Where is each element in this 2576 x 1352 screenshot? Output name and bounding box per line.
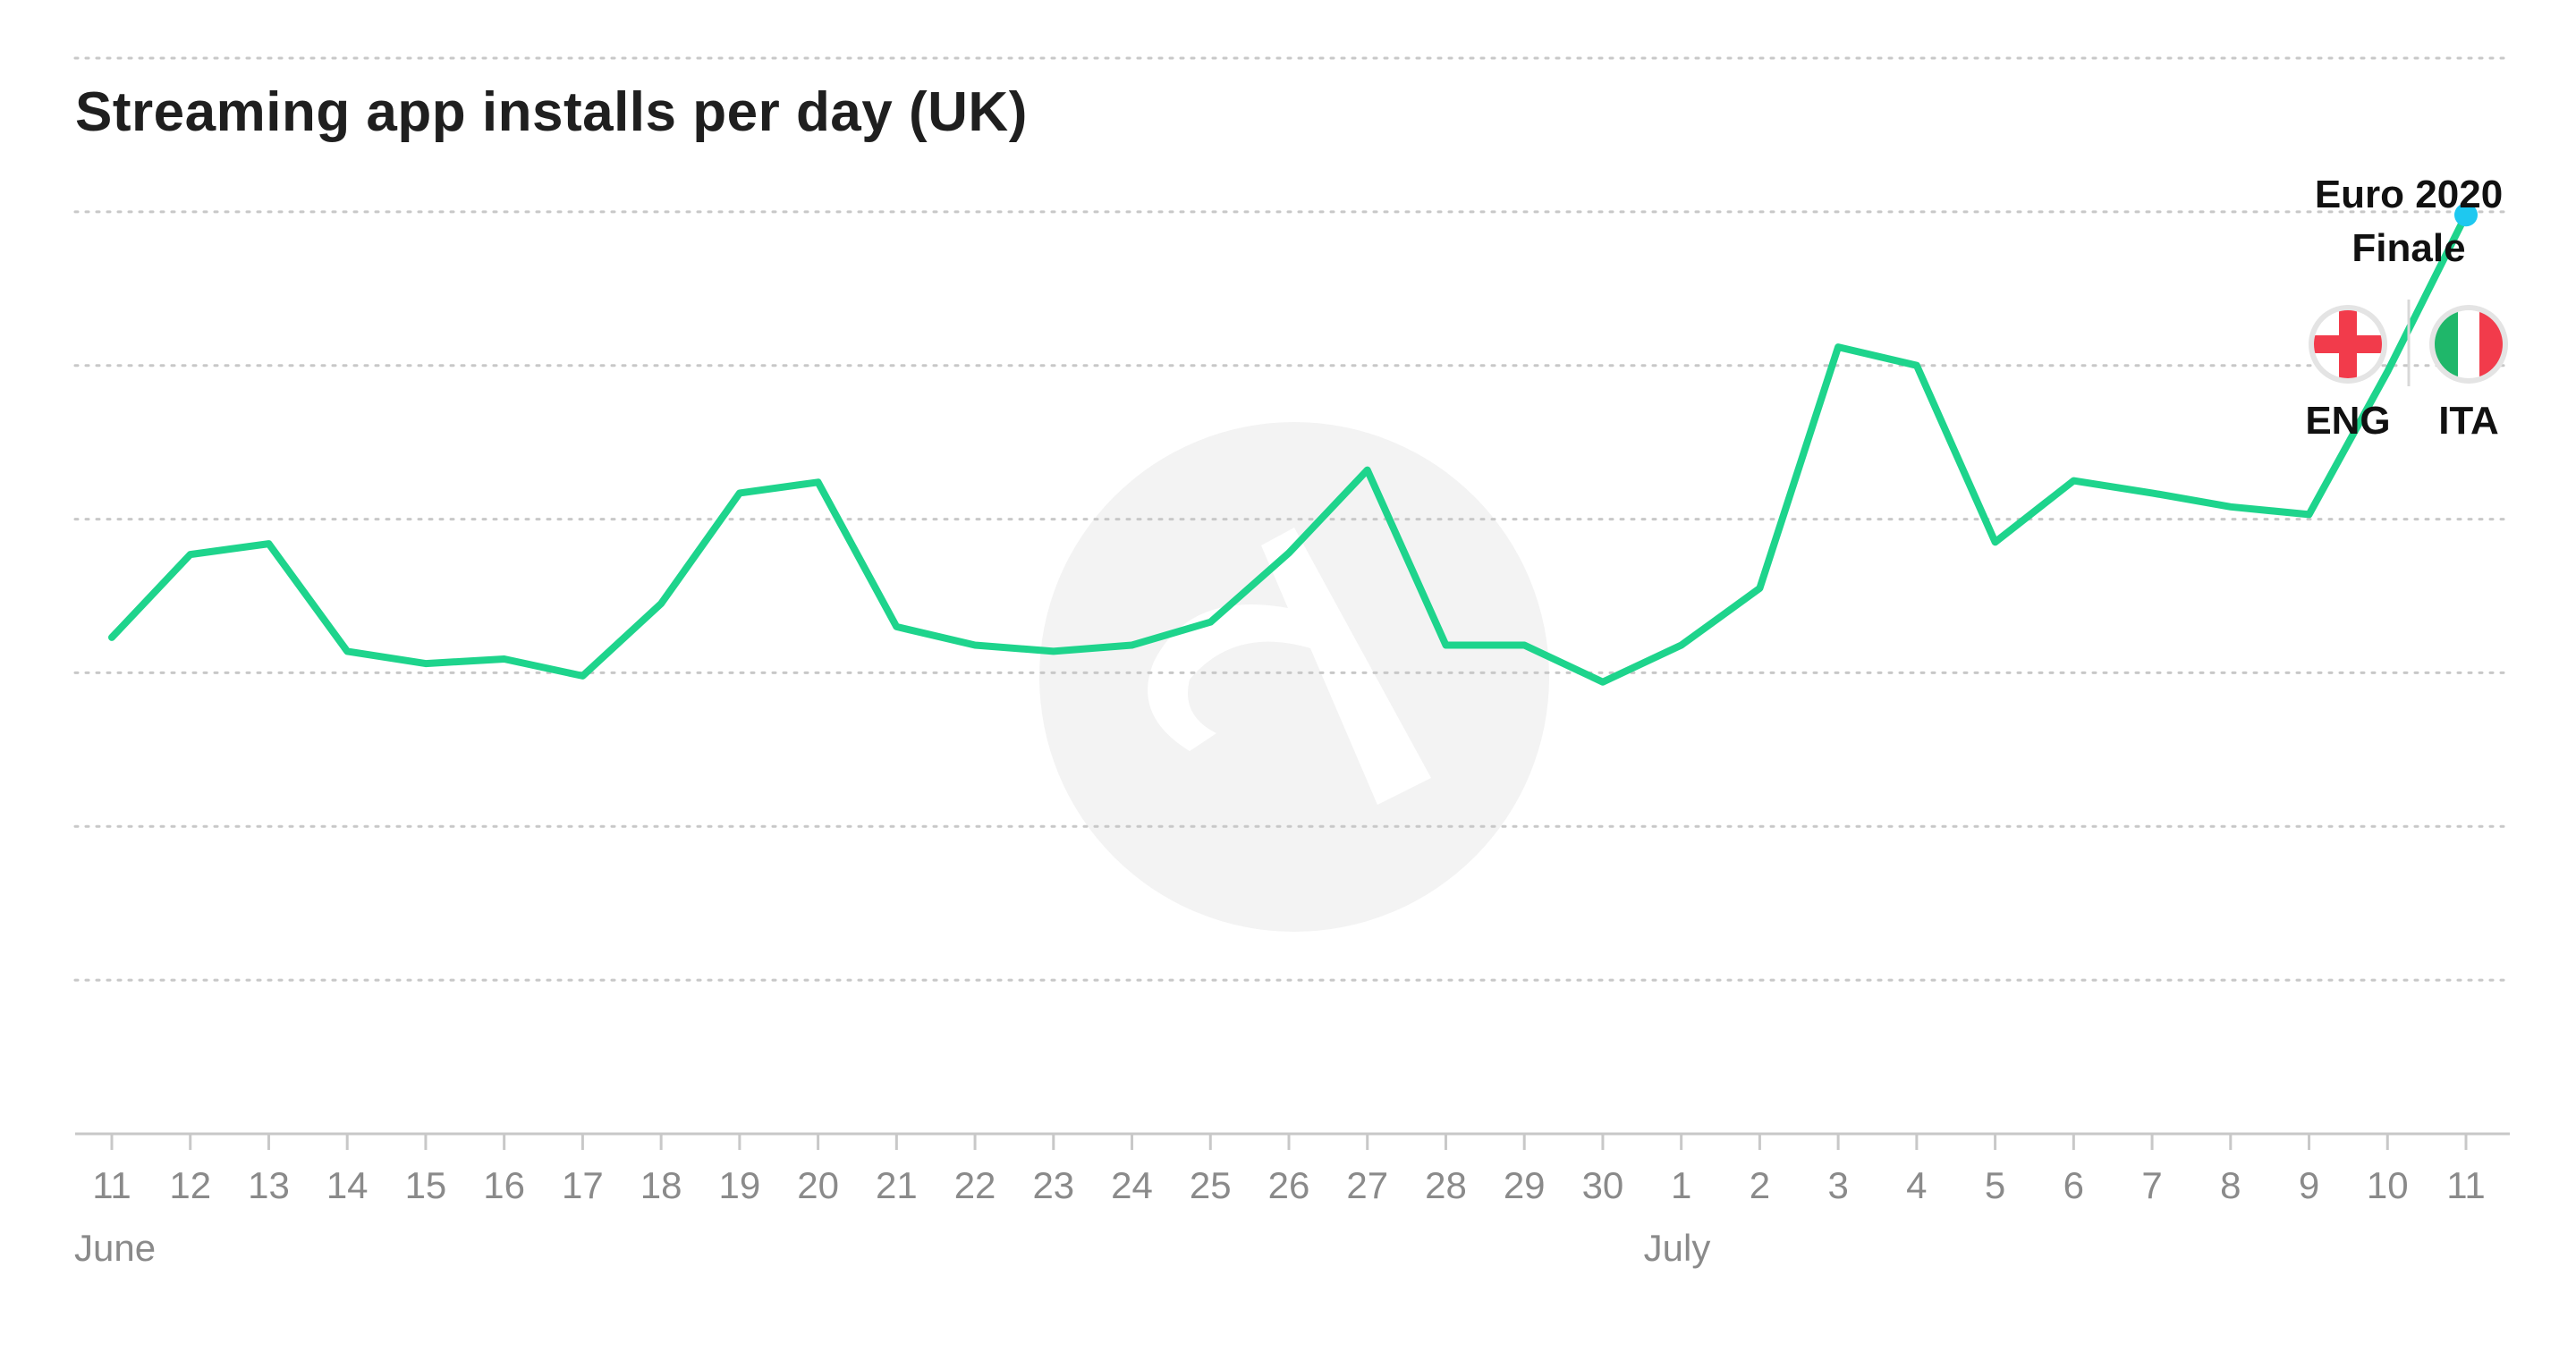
team-label-ita: ITA xyxy=(2438,399,2499,443)
watermark-logo-icon xyxy=(1039,422,1549,932)
highlight-point xyxy=(2454,203,2478,227)
x-tick-label: 6 xyxy=(2063,1164,2084,1206)
grid-lines xyxy=(73,56,2512,982)
series-line xyxy=(108,211,2470,686)
x-tick-label: 13 xyxy=(248,1164,290,1206)
team-label-eng: ENG xyxy=(2305,399,2390,443)
x-tick-label: 5 xyxy=(1985,1164,2005,1206)
x-tick-label: 19 xyxy=(719,1164,761,1206)
x-tick-label: 16 xyxy=(483,1164,525,1206)
annotation-line2: Finale xyxy=(2351,226,2465,270)
x-tick-label: 1 xyxy=(1671,1164,1691,1206)
x-tick-label: 17 xyxy=(562,1164,604,1206)
x-tick-label: 4 xyxy=(1906,1164,1927,1206)
x-tick-label: 18 xyxy=(640,1164,682,1206)
x-tick-label: 11 xyxy=(92,1164,131,1206)
x-tick-label: 22 xyxy=(954,1164,996,1206)
annotation-euro-final: Euro 2020 Finale ENG ITA xyxy=(2305,173,2508,443)
x-axis-tick-labels: 11 12 13 14 15 16 17 18 19 20 21 22 23 24 25 26 27 28 29 30… xyxy=(92,1164,2486,1206)
x-tick-label: 29 xyxy=(1504,1164,1546,1206)
x-tick-label: 20 xyxy=(797,1164,839,1206)
x-tick-label: 28 xyxy=(1425,1164,1467,1206)
x-tick-label: 2 xyxy=(1750,1164,1770,1206)
x-tick-label: 23 xyxy=(1032,1164,1074,1206)
x-axis-ticks xyxy=(110,1134,2468,1150)
x-tick-label: 12 xyxy=(169,1164,211,1206)
month-labels: June July xyxy=(74,1227,1710,1269)
x-tick-label: 21 xyxy=(876,1164,918,1206)
x-tick-label: 8 xyxy=(2220,1164,2241,1206)
x-tick-label: 25 xyxy=(1190,1164,1232,1206)
annotation-line1: Euro 2020 xyxy=(2315,173,2503,216)
x-tick-label: 27 xyxy=(1346,1164,1388,1206)
x-tick-label: 26 xyxy=(1268,1164,1310,1206)
x-tick-label: 24 xyxy=(1111,1164,1153,1206)
series-layer xyxy=(108,203,2478,686)
month-label: June xyxy=(74,1227,156,1269)
x-tick-label: 10 xyxy=(2367,1164,2409,1206)
x-tick-label: 14 xyxy=(326,1164,369,1206)
x-tick-label: 7 xyxy=(2141,1164,2162,1206)
x-tick-label: 15 xyxy=(405,1164,447,1206)
x-tick-label: 9 xyxy=(2299,1164,2319,1206)
x-tick-label: 30 xyxy=(1582,1164,1624,1206)
chart-title: Streaming app installs per day (UK) xyxy=(75,81,1028,143)
x-tick-label: 3 xyxy=(1827,1164,1848,1206)
england-flag-icon xyxy=(2309,305,2387,384)
italy-flag-icon xyxy=(2429,305,2508,384)
x-tick-label: 11 xyxy=(2446,1164,2486,1206)
month-label: July xyxy=(1644,1227,1711,1269)
